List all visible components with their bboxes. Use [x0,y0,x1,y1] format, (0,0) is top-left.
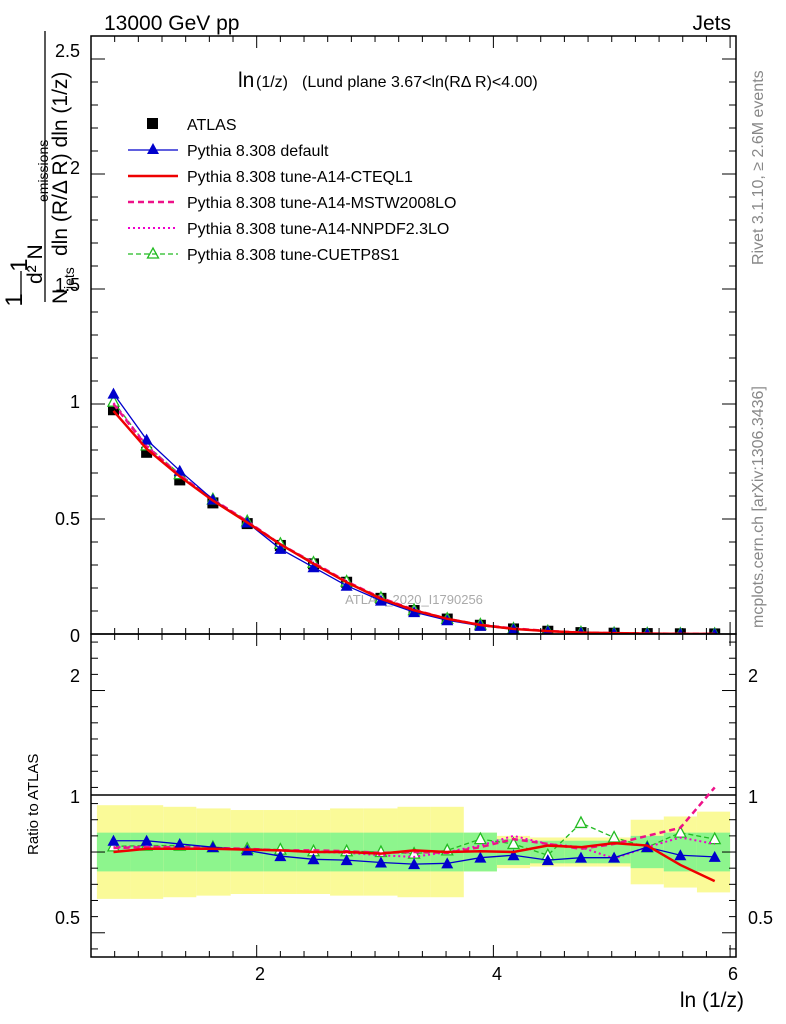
legend-item-cteql1: Pythia 8.308 tune-A14-CTEQL1 [128,169,413,186]
axis-ticks [91,35,736,957]
ratio-point-0-7 [340,854,353,866]
ratio-point-0-1 [140,834,153,846]
main-point-1-1 [140,433,153,445]
ratio-line-1 [113,841,716,883]
ratio-point-0-6 [307,853,320,865]
y-tick-1: 1 [70,392,80,412]
y-tick-2.5: 2.5 [55,41,80,61]
main-point-0-0 [107,404,119,416]
legend-label-cteql1: Pythia 8.308 tune-A14-CTEQL1 [187,169,413,186]
legend-item-mstw: Pythia 8.308 tune-A14-MSTW2008LO [128,195,456,212]
main-point-1-5 [274,542,287,554]
y-label-one-b: 1 [6,258,33,271]
ratio-y-tick-0.5: 0.5 [55,908,80,928]
ratio-point-0-11 [474,851,487,863]
legend-label-default: Pythia 8.308 default [187,143,329,160]
main-point-1-0 [107,387,120,399]
main-point-1-6 [307,561,320,573]
ratio-point-4-12 [506,836,521,850]
main-point-0-2 [174,474,186,486]
legend-swatch-cuetp8s1-marker [146,246,160,259]
ratio-point-0-10 [441,857,454,869]
legend: ATLAS Pythia 8.308 default Pythia 8.308 … [128,117,456,264]
main-y-axis-label: 1 [1,293,28,306]
main-point-5-0 [106,394,121,407]
ratio-point-0-15 [608,851,621,863]
ratio-point-0-13 [541,854,554,866]
header-left: 13000 GeV pp [104,12,239,35]
mcplots-label: mcplots.cern.ch [arXiv:1306.3436] [750,386,767,628]
y-label-fraction-bar [20,31,46,302]
ratio-y-tick-0.5-right: 0.5 [748,908,773,928]
y-label-den: N [49,289,72,304]
main-point-1-9 [408,606,421,618]
x-tick-2: 2 [255,964,265,984]
ratio-point-0-14 [574,851,587,863]
legend-label-mstw: Pythia 8.308 tune-A14-MSTW2008LO [187,195,456,212]
plot-title-ln: ln [238,69,254,92]
legend-label-atlas: ATLAS [187,117,237,134]
legend-label-cuetp8s1: Pythia 8.308 tune-CUETP8S1 [187,247,400,264]
legend-swatch-atlas [147,118,158,129]
legend-swatch-default-marker [147,143,159,154]
ratio-point-0-12 [507,849,520,861]
y-tick-1.5: 1.5 [55,275,80,295]
legend-item-default: Pythia 8.308 default [128,143,329,160]
y-tick-0.5: 0.5 [55,509,80,529]
ratio-series [106,786,722,883]
main-point-1-18 [711,627,719,634]
main-point-0-1 [141,446,153,458]
header-right: Jets [692,12,731,35]
plot-title: ln (1/z) (Lund plane 3.67<ln(RΔ R)<4.00) [238,69,538,92]
y-label-den-sub: jets [61,267,77,290]
y-label-num-sub: emissions [35,140,51,202]
y-label-fraction-one: 1 [6,258,33,271]
legend-item-cuetp8s1: Pythia 8.308 tune-CUETP8S1 [128,246,400,264]
x-axis-label: ln (1/z) [680,989,744,1012]
main-point-1-17 [676,627,684,634]
y-label-den-rest: dln (R/Δ R) dln (1/z) [49,72,72,256]
ratio-point-0-17 [674,849,687,861]
rivet-label: Rivet 3.1.10, ≥ 2.6M events [750,70,767,265]
legend-item-nnpdf: Pythia 8.308 tune-A14-NNPDF2.3LO [128,221,449,238]
legend-item-atlas: ATLAS [147,117,237,134]
y-label-denominator: N jets dln (R/Δ R) dln (1/z) [49,72,77,304]
ratio-y-tick-1: 1 [70,787,80,807]
y-tick-0: 0 [70,626,80,646]
x-tick-4: 4 [492,964,502,984]
ratio-point-4-11 [473,831,487,845]
ratio-point-4-15 [607,830,621,843]
ratio-point-0-9 [408,858,421,870]
y-label-num: d² N [24,244,47,284]
main-series [106,387,721,634]
ratio-frame [90,633,737,958]
ratio-point-0-2 [173,837,186,849]
ratio-y-axis-label: Ratio to ATLAS [25,754,42,855]
ratio-y-tick-2-right: 2 [748,666,758,686]
main-point-1-7 [340,579,353,591]
ratio-y-tick-1-right: 1 [748,787,758,807]
ratio-point-0-0 [107,834,120,846]
ratio-point-0-18 [708,850,721,862]
ratio-point-4-14 [574,815,588,829]
ratio-point-0-8 [374,856,387,868]
main-line-2 [112,410,715,634]
legend-label-nnpdf: Pythia 8.308 tune-A14-NNPDF2.3LO [187,221,449,238]
y-label-numerator: d² N emissions [24,140,51,284]
plot-title-rest: (Lund plane 3.67<ln(RΔ R)<4.00) [302,74,538,91]
ratio-y-tick-2: 2 [70,666,80,686]
x-tick-6: 6 [728,964,738,984]
main-point-1-8 [374,594,387,606]
y-tick-2: 2 [70,158,80,178]
ratio-point-0-5 [274,850,287,862]
y-label-one: 1 [1,293,28,306]
plot-title-sub: (1/z) [256,74,288,91]
